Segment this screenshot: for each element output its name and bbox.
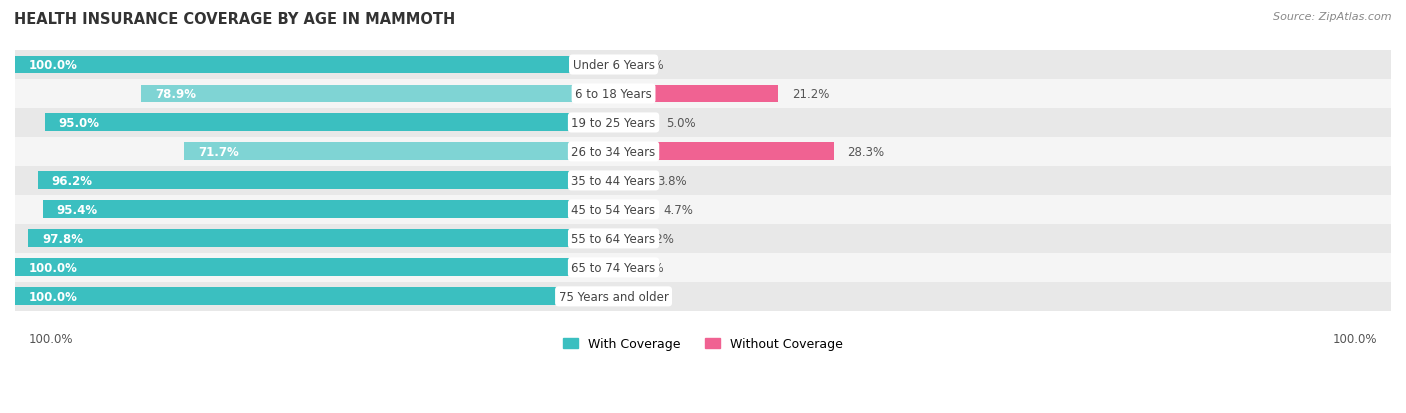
Text: 35 to 44 Years: 35 to 44 Years bbox=[571, 175, 655, 188]
Text: 78.9%: 78.9% bbox=[155, 88, 195, 101]
Text: 21.2%: 21.2% bbox=[792, 88, 830, 101]
Text: 2.2%: 2.2% bbox=[644, 233, 675, 245]
Text: 19 to 25 Years: 19 to 25 Years bbox=[571, 117, 655, 130]
Text: 100.0%: 100.0% bbox=[28, 290, 77, 303]
Text: 75 Years and older: 75 Years and older bbox=[558, 290, 668, 303]
Text: 26 to 34 Years: 26 to 34 Years bbox=[571, 146, 655, 159]
FancyBboxPatch shape bbox=[15, 282, 1391, 311]
Bar bbox=[184, 143, 613, 161]
Bar bbox=[613, 85, 779, 103]
Text: 96.2%: 96.2% bbox=[52, 175, 93, 188]
FancyBboxPatch shape bbox=[15, 166, 1391, 195]
Text: 5.0%: 5.0% bbox=[666, 117, 696, 130]
Bar bbox=[613, 143, 834, 161]
Text: 95.4%: 95.4% bbox=[56, 204, 97, 216]
Text: 6 to 18 Years: 6 to 18 Years bbox=[575, 88, 652, 101]
Bar bbox=[28, 230, 613, 248]
Text: 55 to 64 Years: 55 to 64 Years bbox=[571, 233, 655, 245]
Bar bbox=[15, 57, 613, 74]
FancyBboxPatch shape bbox=[15, 80, 1391, 109]
Text: 100.0%: 100.0% bbox=[1333, 332, 1378, 346]
Text: 0.0%: 0.0% bbox=[634, 290, 664, 303]
Bar bbox=[613, 230, 631, 248]
Bar bbox=[15, 288, 613, 306]
Bar bbox=[613, 172, 643, 190]
Text: 100.0%: 100.0% bbox=[28, 59, 77, 72]
Text: 100.0%: 100.0% bbox=[28, 261, 77, 274]
Bar bbox=[613, 288, 620, 306]
Text: 97.8%: 97.8% bbox=[42, 233, 83, 245]
FancyBboxPatch shape bbox=[15, 224, 1391, 253]
Bar bbox=[141, 85, 613, 103]
Bar bbox=[613, 114, 652, 132]
Text: 0.0%: 0.0% bbox=[634, 59, 664, 72]
Bar bbox=[38, 172, 613, 190]
FancyBboxPatch shape bbox=[15, 253, 1391, 282]
Bar bbox=[613, 201, 650, 219]
Text: 45 to 54 Years: 45 to 54 Years bbox=[571, 204, 655, 216]
Legend: With Coverage, Without Coverage: With Coverage, Without Coverage bbox=[558, 333, 848, 356]
Bar bbox=[613, 259, 620, 277]
Text: Source: ZipAtlas.com: Source: ZipAtlas.com bbox=[1274, 12, 1392, 22]
FancyBboxPatch shape bbox=[15, 138, 1391, 166]
Text: 95.0%: 95.0% bbox=[59, 117, 100, 130]
Text: 4.7%: 4.7% bbox=[664, 204, 693, 216]
Text: 65 to 74 Years: 65 to 74 Years bbox=[571, 261, 655, 274]
Text: 0.0%: 0.0% bbox=[634, 261, 664, 274]
FancyBboxPatch shape bbox=[15, 51, 1391, 80]
Bar bbox=[42, 201, 613, 219]
Bar bbox=[613, 57, 620, 74]
Text: HEALTH INSURANCE COVERAGE BY AGE IN MAMMOTH: HEALTH INSURANCE COVERAGE BY AGE IN MAMM… bbox=[14, 12, 456, 27]
Text: 28.3%: 28.3% bbox=[848, 146, 884, 159]
Text: Under 6 Years: Under 6 Years bbox=[572, 59, 655, 72]
Text: 71.7%: 71.7% bbox=[198, 146, 239, 159]
FancyBboxPatch shape bbox=[15, 109, 1391, 138]
FancyBboxPatch shape bbox=[15, 195, 1391, 224]
Bar bbox=[15, 259, 613, 277]
Text: 100.0%: 100.0% bbox=[28, 332, 73, 346]
Text: 3.8%: 3.8% bbox=[657, 175, 686, 188]
Bar bbox=[45, 114, 613, 132]
